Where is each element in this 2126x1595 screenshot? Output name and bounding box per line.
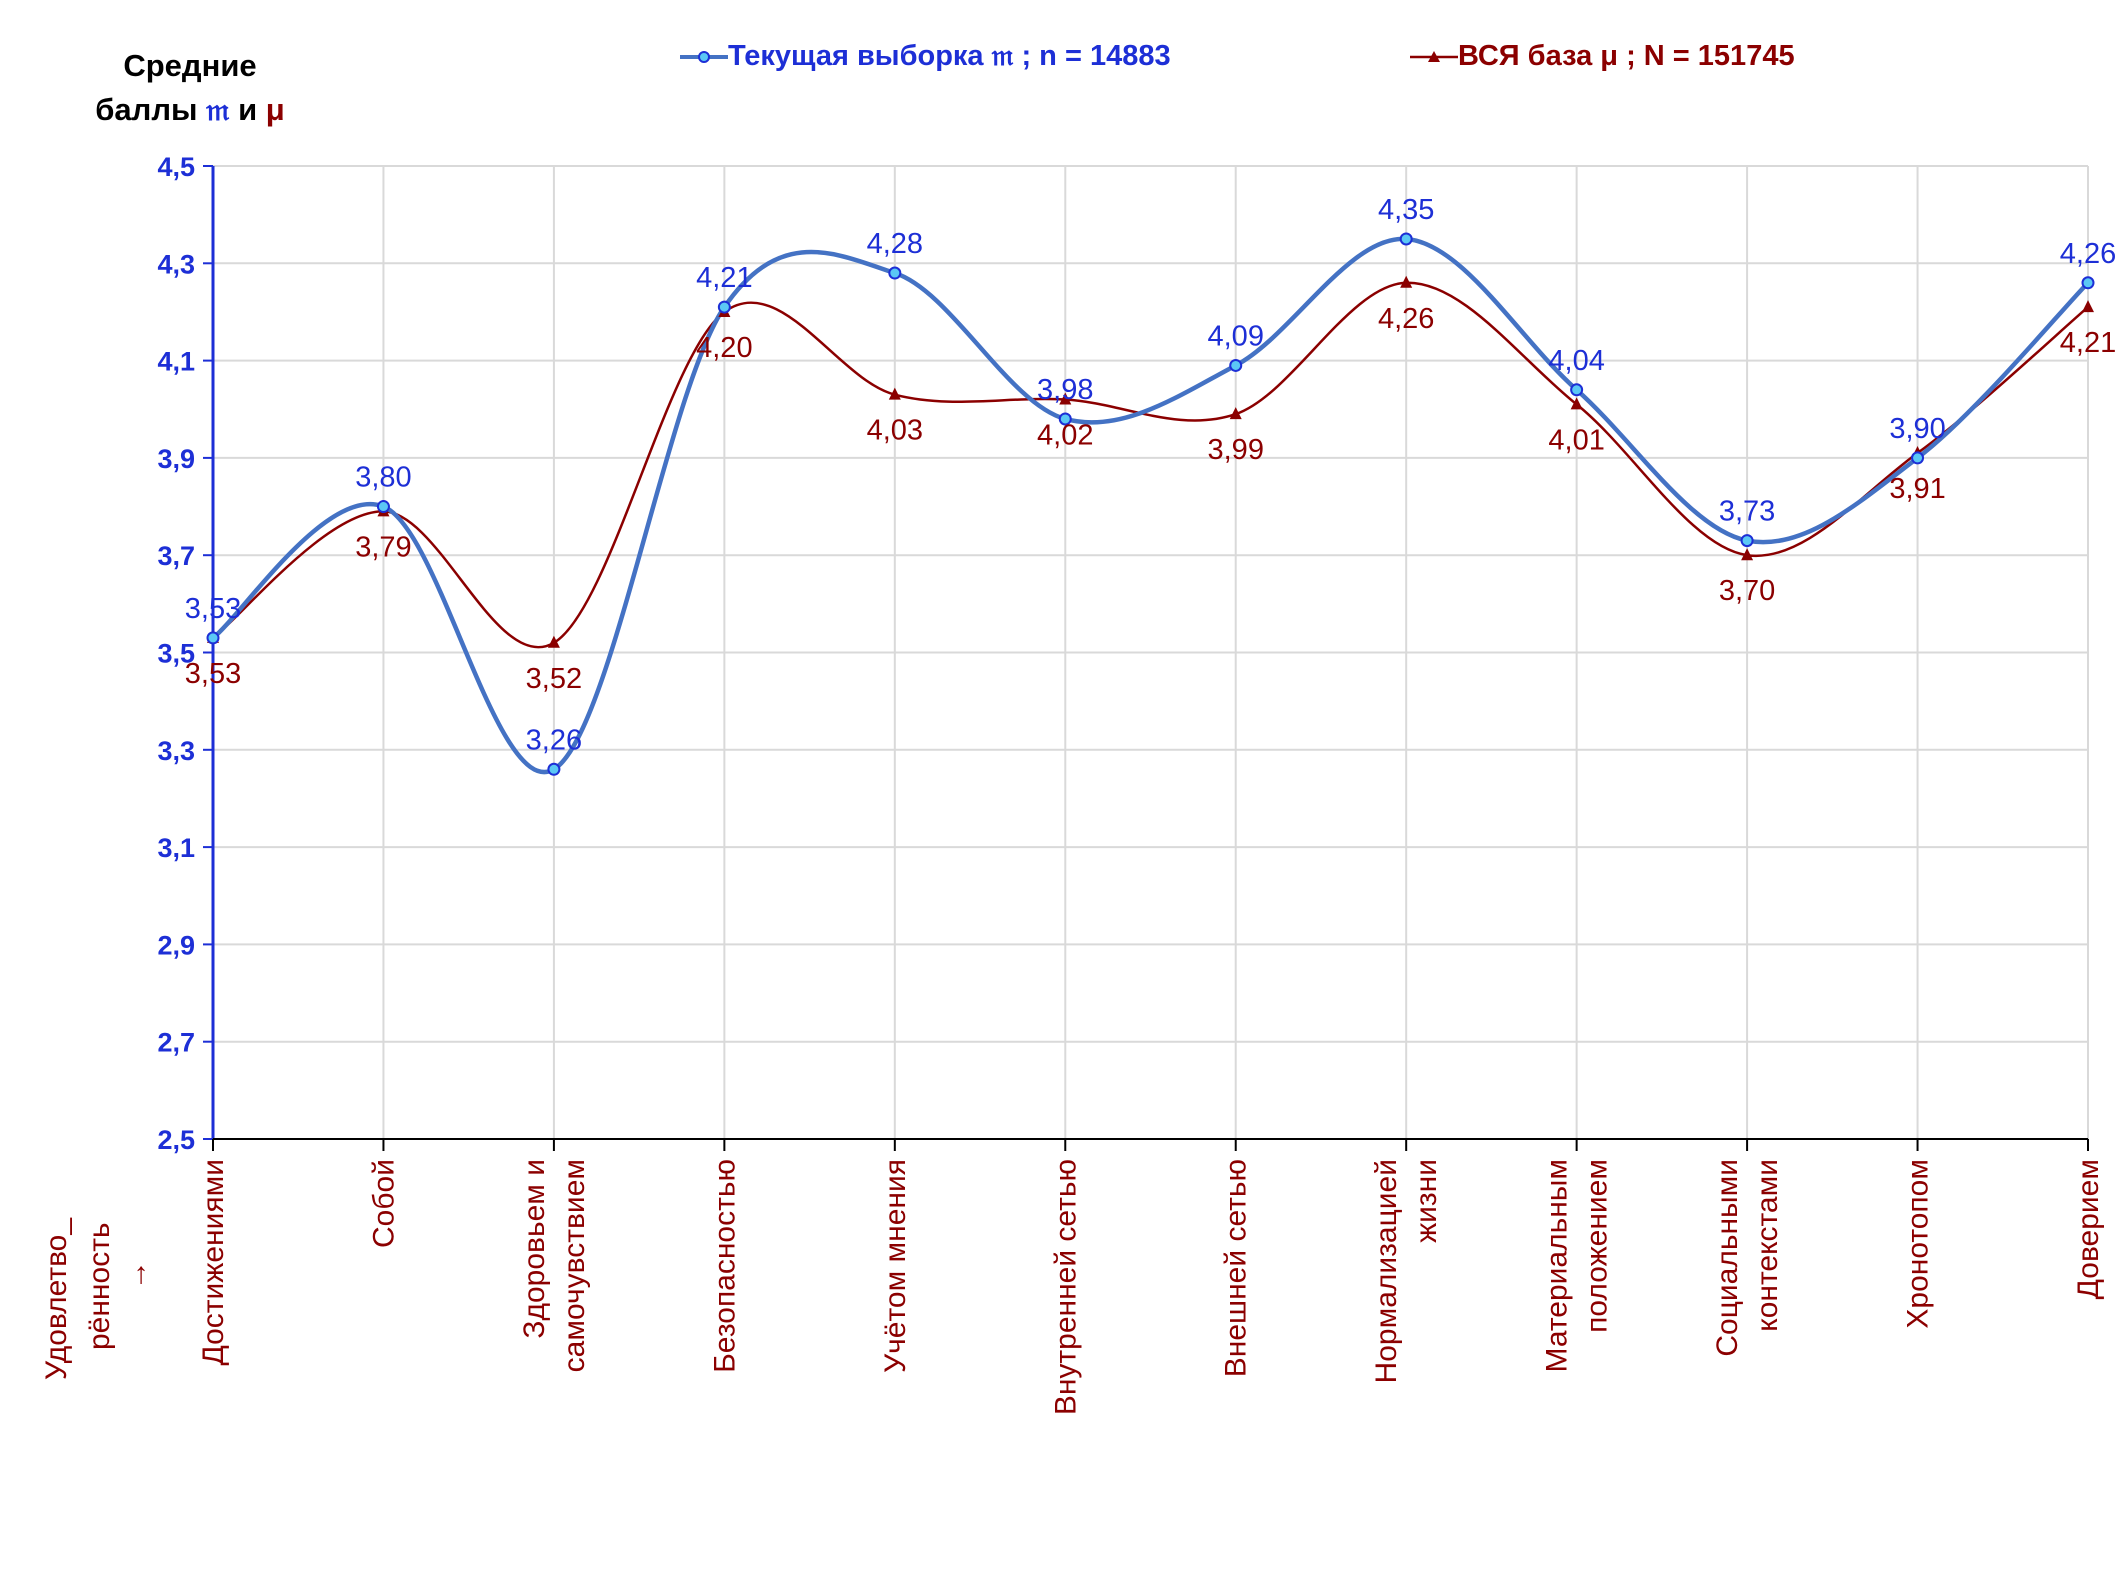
- y-tick-label: 2,7: [157, 1028, 195, 1058]
- y-tick-label: 3,5: [157, 639, 195, 669]
- x-tick-label-group: Доверием: [2072, 1159, 2105, 1299]
- x-tick-label: Здоровьем и: [518, 1159, 551, 1339]
- series-current-marker: [1911, 451, 1925, 465]
- x-tick-label-group: Собой: [367, 1159, 400, 1248]
- series-all-data-label: 3,79: [355, 531, 411, 563]
- series-all-data-label: 3,52: [526, 663, 582, 695]
- y-tick-label: 4,1: [157, 347, 195, 377]
- series-all-data-label: 4,20: [696, 332, 752, 364]
- series-current-data-label: 3,73: [1719, 496, 1775, 528]
- series-all-data-label: 3,53: [185, 658, 241, 690]
- x-tick-label: Безопасностью: [708, 1159, 741, 1373]
- series-all-marker: [1229, 407, 1242, 420]
- series-current-data-label: 3,26: [526, 724, 582, 756]
- series-all-data-label: 4,21: [2060, 327, 2116, 359]
- series-current-data-label: 3,90: [1889, 413, 1945, 445]
- y-tick-label: 3,9: [157, 444, 195, 474]
- x-tick-label: Собой: [367, 1159, 400, 1248]
- series-all-data-label: 4,01: [1548, 424, 1604, 456]
- x-tick-label-group: Материальным положением: [1541, 1159, 1614, 1372]
- legend-all-line-icon: [1410, 51, 1458, 63]
- x-tick-label-group: Учётом мнения: [879, 1159, 912, 1373]
- y-tick-label: 3,1: [157, 833, 195, 863]
- y-axis-title: Средние баллы 𝔪 и μ: [90, 44, 290, 132]
- legend-all: ВСЯ база μ ; N = 151745: [1410, 40, 1795, 73]
- x-tick-label: Внутренней сетью: [1049, 1159, 1082, 1415]
- series-current-data-label: 3,53: [185, 593, 241, 625]
- x-tick-label: Нормализацией: [1370, 1159, 1403, 1383]
- x-tick-label: самочувствием: [558, 1159, 591, 1372]
- series-all-marker: [2082, 300, 2094, 313]
- y-axis-title-line1: Средние: [123, 48, 257, 83]
- x-tick-label-group: Достижениями: [197, 1159, 230, 1366]
- series-current-marker: [376, 500, 390, 514]
- legend-all-label: ВСЯ база μ ; N = 151745: [1458, 40, 1795, 72]
- series-current-data-label: 4,09: [1208, 320, 1264, 352]
- series-all-line: [212, 281, 2089, 649]
- series-current-marker: [888, 266, 902, 280]
- series-all-data-label: 4,03: [867, 415, 923, 447]
- x-tick-label: положением: [1581, 1159, 1614, 1333]
- x-tick-label: Достижениями: [197, 1159, 230, 1366]
- series-current-data-label: 4,04: [1548, 345, 1604, 377]
- series-all-marker: [1570, 397, 1583, 410]
- y-axis-title-prefix: баллы: [95, 92, 207, 127]
- all-symbol: μ: [265, 92, 285, 127]
- series-current-marker: [2081, 276, 2095, 290]
- series-all-marker: [547, 635, 560, 648]
- series-all-marker: [1741, 548, 1754, 561]
- series-current-data-label: 4,28: [867, 228, 923, 260]
- y-tick-label: 4,3: [157, 249, 195, 279]
- series-current-data-label: 3,80: [355, 462, 411, 494]
- x-tick-label: Материальным: [1541, 1159, 1574, 1372]
- x-tick-label: Социальными: [1711, 1159, 1744, 1357]
- y-tick-label: 2,9: [157, 930, 195, 960]
- x-tick-label: Хронотопом: [1902, 1159, 1935, 1329]
- y-tick-label: 3,7: [157, 541, 195, 571]
- x-tick-label-group: Внешней сетью: [1220, 1159, 1253, 1377]
- x-tick-label-group: Безопасностью: [708, 1159, 741, 1373]
- legend-current-label: Текущая выборка 𝔪 ; n = 14883: [728, 40, 1171, 72]
- x-tick-label: Учётом мнения: [879, 1159, 912, 1373]
- legend-current: Текущая выборка 𝔪 ; n = 14883: [680, 40, 1171, 73]
- series-all-marker: [1059, 392, 1072, 405]
- legend-current-line-icon: [680, 51, 728, 64]
- series-current-data-label: 3,98: [1037, 374, 1093, 406]
- series-current-marker: [1229, 358, 1243, 372]
- series-current-data-label: 4,35: [1378, 194, 1434, 226]
- series-current-marker: [1058, 412, 1072, 426]
- current-symbol: 𝔪: [206, 92, 230, 127]
- series-all-marker: [888, 387, 901, 400]
- series-current-marker: [1740, 534, 1754, 548]
- series-current-marker: [1399, 232, 1413, 246]
- x-tick-label-group: Здоровьем и самочувствием: [518, 1159, 591, 1372]
- y-tick-label: 3,3: [157, 736, 195, 766]
- y-axis-title-connector: и: [229, 92, 266, 127]
- y-tick-label: 2,5: [157, 1125, 195, 1155]
- series-current-data-label: 4,21: [696, 262, 752, 294]
- series-current-marker: [206, 631, 220, 645]
- x-tick-label: контекстами: [1751, 1159, 1784, 1332]
- series-current-marker: [547, 762, 561, 776]
- x-tick-label: Внешней сетью: [1220, 1159, 1253, 1377]
- series-all-data-label: 3,91: [1889, 473, 1945, 505]
- x-tick-label: Доверием: [2072, 1159, 2105, 1299]
- series-current-line: [211, 236, 2090, 775]
- y-tick-label: 4,5: [157, 152, 195, 182]
- x-tick-label-group: Нормализацией жизни: [1370, 1159, 1443, 1383]
- y-axis-title-line2: баллы 𝔪 и μ: [90, 88, 290, 132]
- series-current-marker: [1570, 383, 1584, 397]
- series-all-data-label: 4,26: [1378, 303, 1434, 335]
- series-current-data-label: 4,26: [2060, 238, 2116, 270]
- series-all-data-label: 3,99: [1208, 434, 1264, 466]
- x-tick-label-group: Хронотопом: [1902, 1159, 1935, 1329]
- series-all-data-label: 3,70: [1719, 575, 1775, 607]
- x-tick-label: жизни: [1410, 1159, 1443, 1243]
- series-current-marker: [717, 300, 731, 314]
- series-all-data-label: 4,02: [1037, 420, 1093, 452]
- x-tick-label-group: Социальными контекстами: [1711, 1159, 1784, 1357]
- x-tick-label-group: Внутренней сетью: [1049, 1159, 1082, 1415]
- series-all-marker: [1400, 275, 1413, 288]
